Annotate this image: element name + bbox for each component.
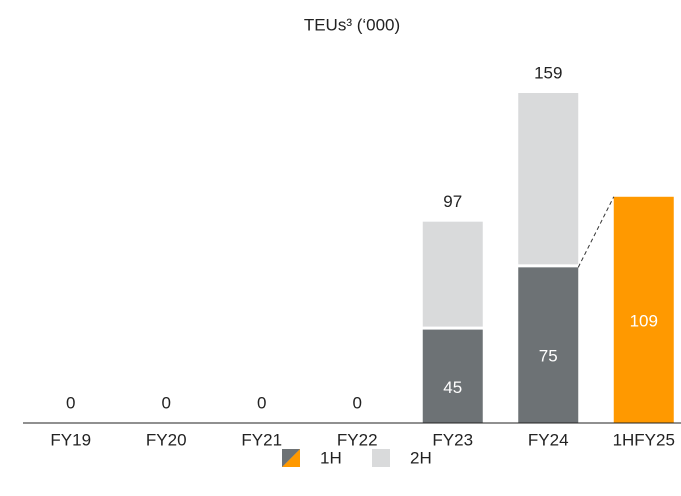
x-tick-label: FY24	[528, 430, 569, 449]
total-label: 0	[353, 393, 362, 412]
bar-segment	[422, 221, 483, 327]
value-label: 109	[630, 311, 658, 330]
bar-segment	[422, 329, 483, 423]
total-label: 0	[162, 393, 171, 412]
bar-segment	[613, 196, 674, 423]
total-label: 0	[66, 393, 75, 412]
value-label: 75	[539, 347, 558, 366]
x-tick-label: FY23	[432, 430, 473, 449]
total-label: 97	[443, 192, 462, 211]
legend-label: 1H	[320, 448, 342, 467]
legend-label: 2H	[410, 448, 432, 467]
x-tick-label: FY21	[241, 430, 282, 449]
x-tick-label: FY20	[146, 430, 187, 449]
value-label: 45	[443, 378, 462, 397]
x-tick-label: FY22	[337, 430, 378, 449]
total-label: 0	[257, 393, 266, 412]
x-tick-label: FY19	[50, 430, 91, 449]
legend-swatch	[282, 449, 300, 467]
bar-segment	[518, 267, 579, 423]
legend-swatch	[372, 449, 390, 467]
x-tick-label: 1HFY25	[613, 430, 675, 449]
total-label: 159	[534, 63, 562, 82]
connector	[577, 196, 615, 268]
bar-segment	[518, 93, 579, 265]
chart-title: TEUs³ (‘000)	[304, 15, 400, 34]
